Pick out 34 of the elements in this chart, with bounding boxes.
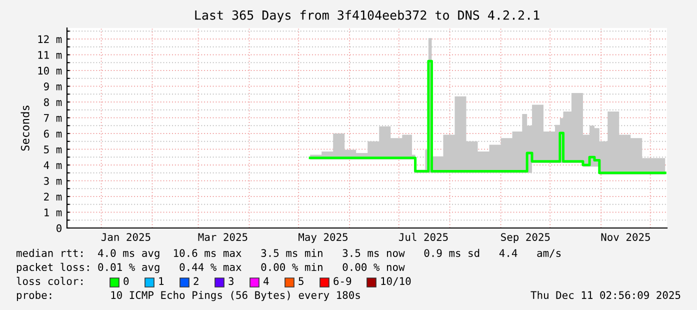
x-tick-label: May 2025	[298, 233, 348, 243]
text: 3	[228, 277, 234, 286]
y-tick-label: 2 m	[44, 192, 62, 200]
text: median rtt: 4.0 ms avg 10.6 ms max 3.5 ms min 3.5 ms now 0.9 ms sd 4.4 am/s	[16, 248, 561, 260]
y-tick-label: 1 m	[44, 208, 62, 216]
x-tick-label: Nov 2025	[601, 233, 650, 241]
y-tick-label: 10 m	[38, 66, 62, 75]
y-tick-label: 12 m	[38, 35, 62, 44]
y-tick-label: 11 m	[38, 51, 62, 59]
text: probe: 10 ICMP Echo Pings (56 Bytes) every 180s	[16, 290, 360, 302]
y-tick-label: 5 m	[44, 146, 62, 154]
y-tick-label: 0	[56, 224, 62, 232]
text: 2	[194, 277, 198, 285]
text: 1	[159, 277, 164, 285]
x-tick-label: Mar 2025	[198, 233, 248, 241]
text: 0	[124, 277, 129, 286]
text: 6-9	[334, 277, 352, 286]
text: loss color:	[16, 276, 82, 286]
y-tick-label: 8 m	[44, 98, 62, 106]
x-tick-label: Sep 2025	[501, 233, 550, 243]
chart-title: Last 365 Days from 3f4104eeb372 to DNS 4.2.2.1	[195, 10, 540, 22]
text: packet loss: 0.01 % avg 0.44 % max 0.00 % min 0.00 % now	[16, 262, 405, 274]
y-tick-label: 3 m	[44, 177, 62, 185]
text: Thu Dec 11 02:56:09 2025	[530, 290, 680, 300]
text: 4	[264, 277, 269, 285]
y-tick-label: 6 m	[44, 130, 62, 138]
y-tick-label: 4 m	[44, 161, 62, 169]
x-tick-label: Jan 2025	[101, 233, 150, 241]
text: 5	[298, 277, 304, 286]
y-axis-title: Seconds	[20, 106, 30, 151]
text: 10/10	[381, 277, 411, 286]
y-tick-label: 9 m	[44, 82, 62, 90]
x-tick-label: Jul 2025	[398, 232, 448, 241]
y-tick-label: 7 m	[44, 114, 62, 122]
